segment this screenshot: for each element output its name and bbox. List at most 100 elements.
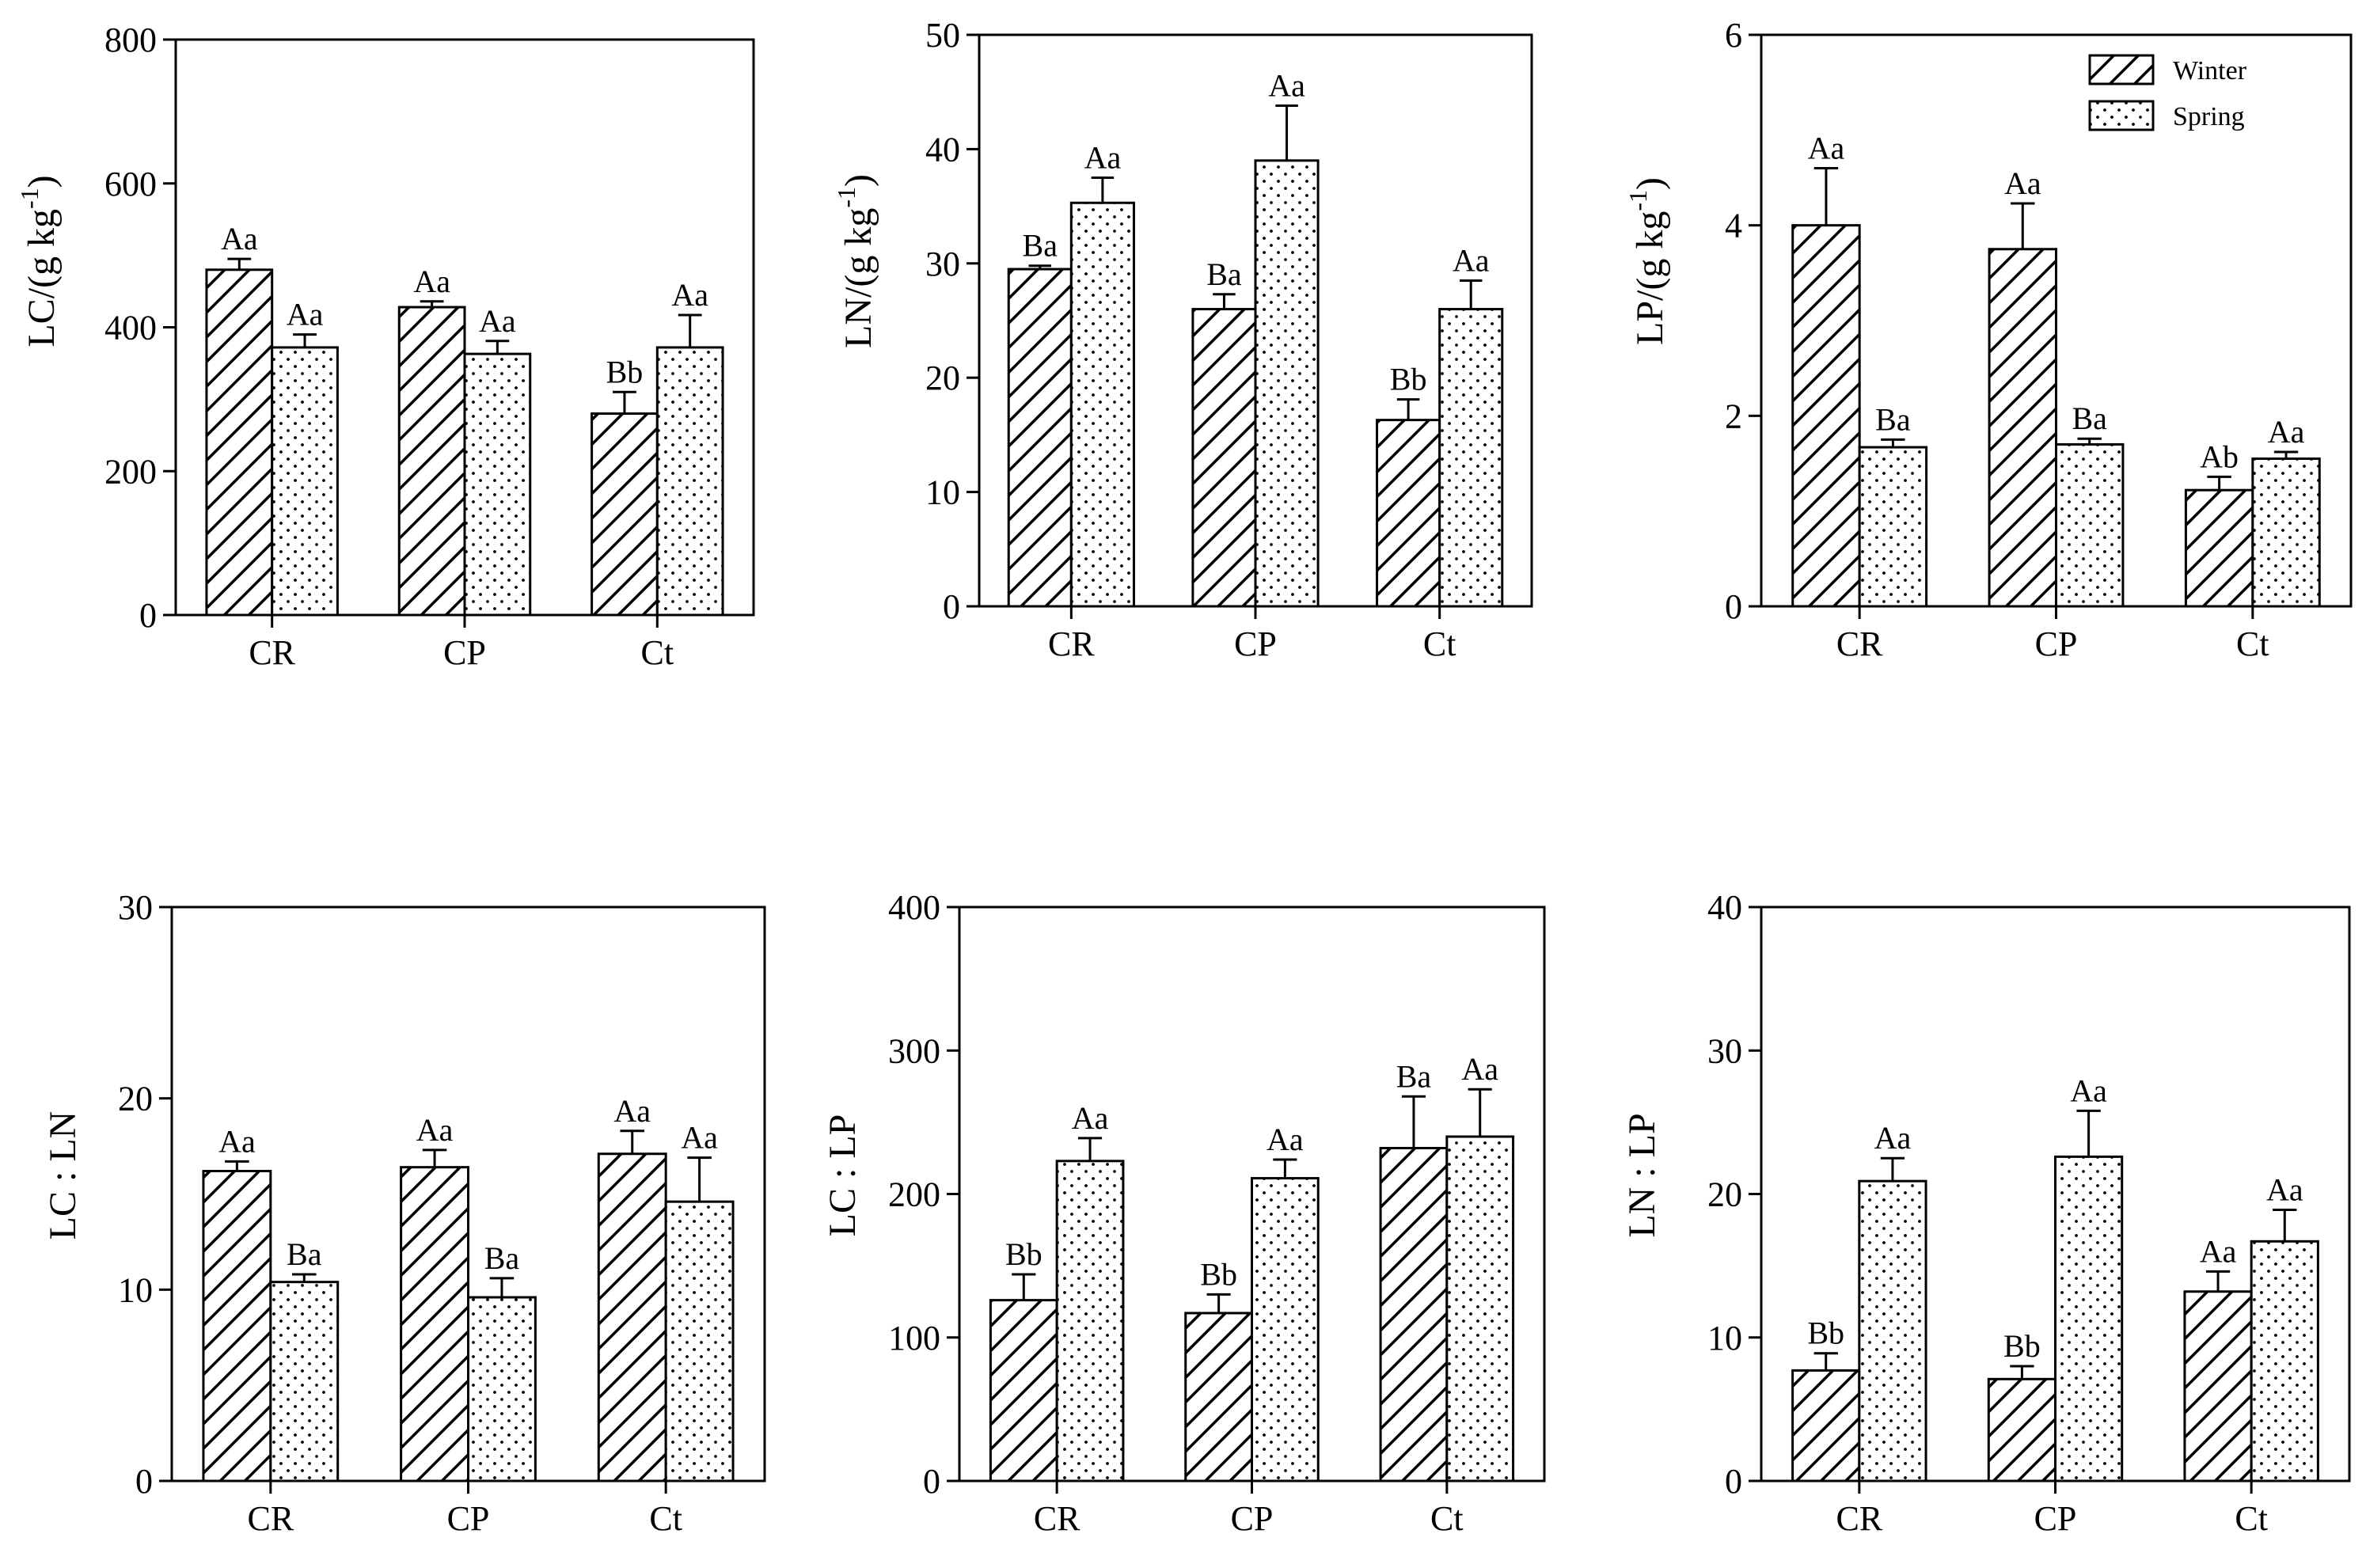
error-bar-winter-cr [225, 1160, 249, 1171]
error-bar-spring-cr [1077, 1137, 1103, 1161]
significance-label-winter-cp: Aa [416, 1112, 454, 1148]
error-bar-winter-cp [1213, 293, 1236, 309]
legend-swatch-winter [2088, 54, 2155, 85]
chart-panel-ln: LN/(g kg-1) 0 10 20 30 40 50 CR CP Ct Ba Aa Ba Aa Bb A… [832, 16, 1533, 663]
plot-frame [1760, 905, 2351, 1483]
bar-spring-ct [2251, 457, 2321, 608]
y-tick-label: 50 [925, 16, 960, 55]
error-bar-winter-ct [2207, 475, 2231, 491]
x-tick-label-cp: CP [2034, 1499, 2077, 1538]
y-tick-label: 40 [925, 130, 960, 169]
significance-label-spring-cp: Aa [479, 303, 516, 339]
significance-label-spring-cr: Aa [1874, 1120, 1912, 1156]
y-tick-label: 20 [925, 359, 960, 397]
error-bar-winter-cr [1028, 264, 1052, 270]
error-bar-winter-ct [613, 390, 636, 414]
bar-spring-ct [1438, 308, 1504, 608]
error-bar-spring-cp [1275, 104, 1298, 161]
y-tick-label: 30 [118, 888, 153, 927]
x-tick-label-cr: CR [247, 1499, 294, 1538]
y-axis-label: LN : LP [1621, 1113, 1663, 1237]
significance-label-spring-ct: Aa [681, 1120, 718, 1156]
significance-label-spring-cr: Aa [1084, 140, 1122, 176]
y-tick-label: 20 [118, 1080, 153, 1118]
chart-panel-lc: LC/(g kg-1) 0 200 400 600 800 CR CP Ct Aa Aa Aa Aa B… [15, 21, 755, 672]
y-tick-label: 20 [1707, 1175, 1742, 1214]
significance-label-winter-ct: Bb [606, 354, 644, 389]
significance-label-winter-ct: Aa [613, 1093, 651, 1129]
error-bar-winter-cp [422, 1148, 447, 1167]
significance-label-winter-ct: Ba [1396, 1058, 1432, 1094]
x-tick-label-cp: CP [443, 633, 486, 672]
y-tick-label: 6 [1725, 16, 1742, 55]
x-tick-label-cp: CP [1234, 625, 1277, 663]
bar-spring-ct [664, 1200, 735, 1483]
error-bar-winter-cp [2011, 202, 2035, 249]
bar-winter-cr [202, 1170, 272, 1483]
significance-label-spring-ct: Aa [1453, 242, 1490, 278]
y-axis-label: LC : LN [42, 1111, 84, 1240]
x-tick-label-cr: CR [1836, 1499, 1882, 1538]
y-tick-label: 100 [888, 1319, 940, 1357]
significance-label-spring-cr: Aa [287, 297, 324, 332]
y-axis-label: LC/(g kg-1) [15, 175, 63, 347]
significance-label-spring-cp: Aa [1268, 68, 1305, 104]
legend-swatch-spring [2088, 100, 2155, 131]
bar-spring-ct [655, 346, 724, 617]
y-tick-label: 10 [118, 1270, 153, 1309]
y-tick-label: 400 [888, 888, 940, 927]
bar-winter-cr [989, 1299, 1058, 1483]
x-tick-label-ct: Ct [2236, 625, 2269, 663]
y-tick-label: 40 [1707, 888, 1742, 927]
error-bar-spring-ct [678, 313, 702, 347]
significance-label-spring-cp: Ba [484, 1240, 520, 1276]
y-tick-label: 10 [925, 473, 960, 512]
x-tick-label-cr: CR [1048, 625, 1095, 663]
bar-spring-cp [1251, 1177, 1320, 1483]
y-tick-label: 300 [888, 1031, 940, 1070]
y-tick-label: 200 [104, 452, 157, 491]
bar-spring-cr [269, 1281, 340, 1483]
error-bar-spring-cr [291, 1273, 317, 1282]
y-axis-label: LP/(g kg-1) [1624, 177, 1671, 345]
significance-label-winter-cp: Bb [2003, 1328, 2041, 1364]
bar-spring-cr [1858, 1179, 1927, 1483]
significance-label-spring-cr: Ba [1875, 401, 1911, 437]
error-bar-spring-cp [485, 340, 510, 355]
bar-winter-cp [1191, 308, 1257, 608]
bar-winter-cp [1184, 1312, 1254, 1483]
plot-frame [978, 33, 1533, 608]
significance-label-winter-cp: Ba [1206, 256, 1242, 292]
bar-winter-cr [1791, 1369, 1861, 1483]
x-tick-label-cr: CR [1836, 625, 1883, 663]
significance-label-winter-cr: Bb [1807, 1316, 1844, 1351]
significance-label-winter-cr: Aa [1808, 130, 1845, 165]
error-bar-winter-ct [1401, 1095, 1426, 1148]
bar-spring-cr [271, 346, 339, 617]
bar-spring-cr [1858, 446, 1928, 608]
bar-spring-cp [2055, 442, 2125, 608]
x-tick-label-cr: CR [1034, 1499, 1080, 1538]
significance-label-winter-cr: Aa [218, 1123, 256, 1159]
x-tick-label-cr: CR [249, 633, 295, 672]
plot-frame [174, 38, 755, 617]
error-bar-spring-cr [293, 333, 317, 347]
bar-spring-cp [2054, 1155, 2124, 1483]
error-bar-winter-ct [2205, 1270, 2231, 1292]
error-bar-winter-ct [620, 1129, 645, 1154]
y-axis-label: LC : LP [822, 1114, 864, 1237]
error-bar-winter-cp [1206, 1293, 1231, 1313]
chart-panel-lp: LP/(g kg-1) 0 2 4 6 CR CP Ct Aa Ba Aa Ba Ab Aa Winte… [1624, 16, 2353, 663]
bar-winter-cr [1791, 224, 1861, 608]
significance-label-winter-cp: Bb [1200, 1256, 1237, 1292]
chart-panel-lc-ln: LC : LN 0 10 20 30 CR CP Ct Aa Ba Aa Ba Aa Aa [42, 888, 766, 1538]
error-bar-spring-cp [489, 1277, 515, 1297]
bar-spring-ct [2250, 1240, 2319, 1483]
bar-spring-cp [1254, 159, 1320, 608]
significance-label-winter-ct: Ab [2200, 439, 2239, 474]
significance-label-winter-cr: Bb [1005, 1236, 1042, 1272]
error-bar-spring-ct [1468, 1088, 1492, 1137]
bar-winter-ct [1376, 419, 1441, 608]
y-tick-label: 4 [1725, 207, 1742, 245]
